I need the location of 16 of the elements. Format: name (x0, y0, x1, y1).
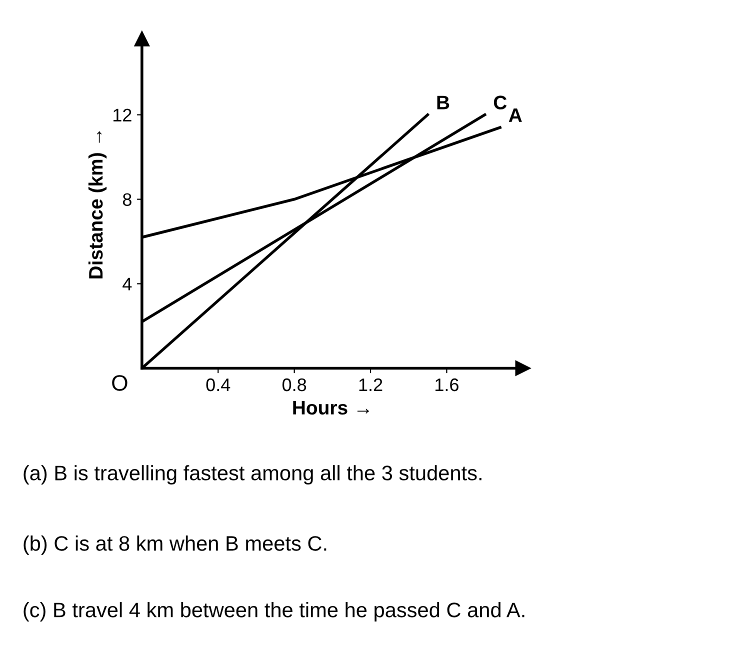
y-tick-label: 4 (122, 278, 132, 290)
y-tick-label: 8 (122, 193, 132, 206)
text: (c) B travel 4 km between the time he passed C and A. (24, 602, 524, 622)
x-tick-label: 1.2 (359, 378, 382, 392)
series-label: B (437, 96, 450, 110)
y-tick-label: 12 (114, 108, 132, 122)
text: (a) B is travelling fastest among all the 3 students. (24, 465, 482, 485)
y-axis-title: Distance (km) → (88, 131, 107, 278)
series-label: C (494, 96, 507, 110)
series-label: A (508, 108, 522, 122)
x-axis-title: Hours → (293, 401, 369, 415)
x-tick-label: 0.8 (282, 378, 306, 392)
x-tick-label: 1.6 (436, 378, 458, 392)
x-tick-label: 0.4 (206, 378, 230, 392)
text: (b) C is at 8 km when B meets C. (24, 536, 326, 555)
annotation: O (112, 375, 128, 391)
